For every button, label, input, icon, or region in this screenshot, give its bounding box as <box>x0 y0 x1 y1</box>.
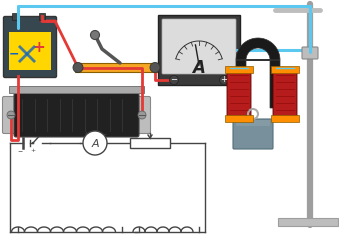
Circle shape <box>83 131 107 155</box>
Text: A: A <box>91 139 99 149</box>
Circle shape <box>170 76 179 84</box>
Bar <box>9 32 51 70</box>
FancyBboxPatch shape <box>233 119 273 149</box>
Circle shape <box>32 142 34 144</box>
FancyBboxPatch shape <box>2 96 20 133</box>
Text: −: − <box>171 76 178 84</box>
Bar <box>39 13 45 20</box>
Text: A: A <box>193 59 205 77</box>
Text: +: + <box>221 76 227 84</box>
Polygon shape <box>236 38 280 108</box>
Text: +: + <box>31 149 36 154</box>
Bar <box>225 66 253 73</box>
FancyBboxPatch shape <box>227 69 251 119</box>
Circle shape <box>73 62 83 72</box>
FancyBboxPatch shape <box>14 93 139 137</box>
Circle shape <box>219 76 228 84</box>
FancyBboxPatch shape <box>158 15 240 85</box>
Bar <box>278 218 338 226</box>
Text: −: − <box>17 149 23 154</box>
Text: +: + <box>33 41 45 55</box>
Circle shape <box>91 30 100 40</box>
Bar <box>75 63 158 72</box>
Bar <box>130 138 170 148</box>
Circle shape <box>7 111 15 119</box>
FancyBboxPatch shape <box>3 17 57 78</box>
Bar <box>236 120 270 126</box>
Bar <box>271 66 299 73</box>
FancyBboxPatch shape <box>134 96 151 133</box>
FancyBboxPatch shape <box>273 69 297 119</box>
FancyBboxPatch shape <box>162 19 236 74</box>
FancyBboxPatch shape <box>302 47 318 59</box>
Bar <box>271 115 299 122</box>
Bar <box>225 115 253 122</box>
Bar <box>12 13 18 20</box>
Circle shape <box>150 62 160 72</box>
Text: −: − <box>9 48 19 60</box>
Text: −: − <box>101 131 107 136</box>
Bar <box>9 86 144 93</box>
Circle shape <box>138 111 146 119</box>
Text: +: + <box>83 131 88 136</box>
